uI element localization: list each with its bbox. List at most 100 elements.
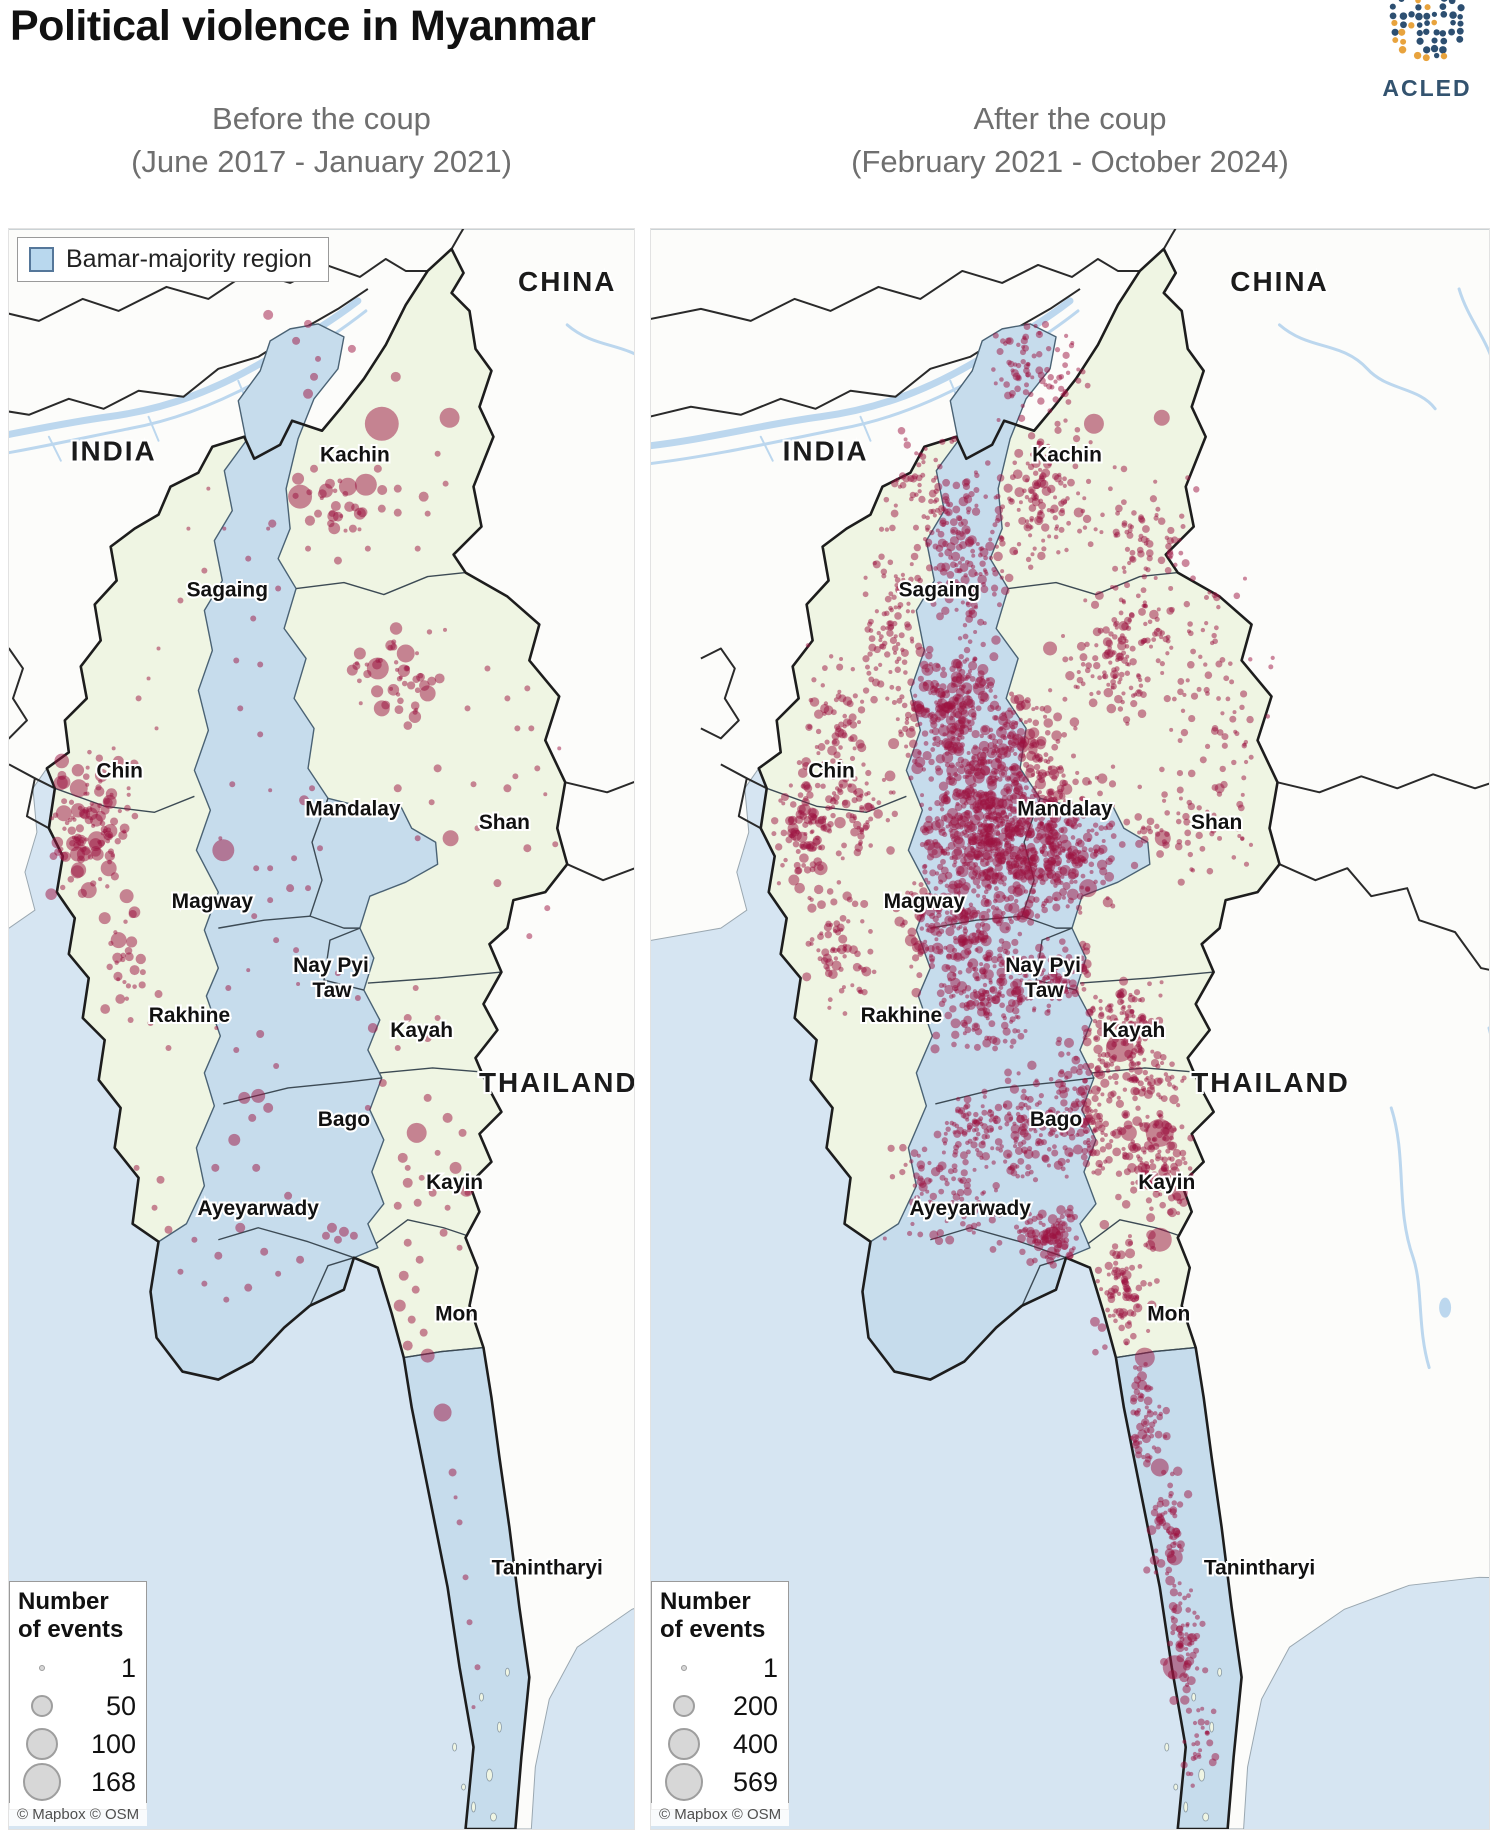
- region-label: Ayeyarwady: [910, 1197, 1032, 1220]
- region-label: Kachin: [320, 444, 390, 467]
- island: [471, 1801, 476, 1813]
- events-legend-row: 100: [18, 1725, 138, 1763]
- region-label: Mandalay: [1017, 797, 1113, 820]
- legend-size-value: 100: [90, 1728, 136, 1759]
- map-labels-layer: CHINA INDIA THAILAND Kachin Sagaing Chin Manda…: [69, 264, 634, 1581]
- subtitle-before-line2: (June 2017 - January 2021): [131, 143, 512, 179]
- island: [1198, 1768, 1206, 1782]
- region-label: Kachin: [1032, 444, 1102, 467]
- bamar-legend-label: Bamar-majority region: [66, 245, 312, 273]
- region-label: Bago: [318, 1108, 370, 1131]
- region-label: Bago: [1030, 1108, 1082, 1131]
- legend-size-value: 1: [762, 1652, 778, 1683]
- events-legend-row: 400: [660, 1725, 780, 1763]
- events-legend-row: 200: [660, 1687, 780, 1725]
- region-label: Kayin: [426, 1171, 483, 1194]
- region-label: Ayeyarwady: [198, 1197, 320, 1220]
- subtitle-after-line1: After the coup: [973, 101, 1167, 136]
- legend-size-value: 400: [732, 1728, 778, 1759]
- map-svg-before[interactable]: CHINA INDIA THAILAND Kachin Sagaing Chin Manda…: [9, 229, 634, 1829]
- legend-size-value: 50: [105, 1690, 136, 1721]
- region-label: Mon: [435, 1303, 478, 1326]
- country-label: CHINA: [518, 266, 616, 297]
- region-label: Kayah: [390, 1019, 453, 1042]
- region-label: Chin: [96, 759, 142, 782]
- region-label: Mandalay: [305, 797, 401, 820]
- region-label: Kayah: [1102, 1019, 1165, 1042]
- country-label: INDIA: [71, 436, 157, 467]
- region-label: Shan: [1191, 811, 1242, 834]
- acled-wordmark: ACLED: [1382, 75, 1472, 101]
- events-legend-row: 1: [660, 1649, 780, 1687]
- region-label: Taw: [1024, 979, 1064, 1002]
- map-labels-layer: CHINA INDIA THAILAND Kachin Sagaing Chin Manda…: [781, 264, 1350, 1581]
- region-label: Sagaing: [899, 579, 980, 602]
- subtitle-before-line1: Before the coup: [212, 101, 431, 136]
- events-legend-row: 50: [18, 1687, 138, 1725]
- region-label: Shan: [479, 811, 530, 834]
- region-label: Magway: [172, 890, 254, 913]
- events-legend-after: Number of events 1 200 400 569: [651, 1581, 789, 1811]
- region-label: Mon: [1147, 1303, 1190, 1326]
- region-label: Tanintharyi: [1204, 1556, 1315, 1579]
- island: [1202, 1812, 1210, 1822]
- map-panel-before[interactable]: CHINA INDIA THAILAND Kachin Sagaing Chin Manda…: [8, 228, 635, 1830]
- legend-size-circle: [39, 1665, 45, 1672]
- events-legend-title-line2: of events: [18, 1615, 124, 1643]
- event-dots-layer: [771, 320, 1275, 1788]
- legend-size-value: 168: [90, 1766, 136, 1797]
- map-panel-after[interactable]: CHINA INDIA THAILAND Kachin Sagaing Chin Manda…: [650, 228, 1490, 1830]
- legend-size-circle: [673, 1695, 695, 1718]
- region-label: Taw: [312, 979, 352, 1002]
- legend-size-value: 569: [732, 1766, 778, 1797]
- page-title: Political violence in Myanmar: [10, 2, 596, 50]
- map-attribution-before[interactable]: © Mapbox © OSM: [9, 1803, 148, 1826]
- country-label: THAILAND: [1191, 1067, 1350, 1098]
- legend-size-value: 200: [732, 1690, 778, 1721]
- legend-size-circle: [668, 1728, 700, 1761]
- acled-logo: ACLED: [1372, 0, 1482, 102]
- events-legend-rows: 1 200 400 569: [660, 1649, 780, 1802]
- region-label: Rakhine: [861, 1004, 942, 1027]
- island: [1183, 1801, 1189, 1813]
- island: [452, 1742, 457, 1752]
- events-legend-row: 1: [18, 1649, 138, 1687]
- island: [505, 1667, 510, 1677]
- island: [1217, 1667, 1223, 1677]
- region-label: Rakhine: [149, 1004, 230, 1027]
- region-label: Nay Pyi: [293, 954, 369, 977]
- island: [1173, 1783, 1179, 1791]
- island: [1191, 1692, 1197, 1702]
- event-dots-layer: [45, 309, 562, 1710]
- map-svg-after[interactable]: CHINA INDIA THAILAND Kachin Sagaing Chin Manda…: [651, 229, 1489, 1829]
- island: [1209, 1721, 1215, 1733]
- events-legend-title-line1: Number: [660, 1588, 751, 1615]
- island: [490, 1812, 497, 1822]
- region-label: Nay Pyi: [1005, 954, 1081, 977]
- acled-globe-icon: [1389, 0, 1465, 62]
- legend-size-value: 1: [120, 1652, 136, 1683]
- events-legend-title-line1: Number: [18, 1588, 109, 1615]
- legend-size-circle: [23, 1763, 61, 1802]
- legend-size-circle: [665, 1763, 703, 1802]
- events-legend-row: 569: [660, 1763, 780, 1802]
- region-label: Kayin: [1138, 1171, 1195, 1194]
- events-legend-rows: 1 50 100 168: [18, 1649, 138, 1802]
- myanmar-layer: [45, 247, 569, 1829]
- legend-size-circle: [31, 1695, 53, 1718]
- region-label: Tanintharyi: [492, 1556, 603, 1579]
- region-label: Sagaing: [187, 579, 268, 602]
- island: [497, 1721, 502, 1733]
- map-attribution-after[interactable]: © Mapbox © OSM: [651, 1803, 790, 1826]
- events-legend-before: Number of events 1 50 100 168: [9, 1581, 147, 1811]
- region-label: Chin: [808, 759, 855, 782]
- events-legend-title-line2: of events: [660, 1615, 766, 1643]
- island: [486, 1768, 493, 1782]
- country-label: INDIA: [783, 436, 869, 467]
- country-label: CHINA: [1230, 266, 1328, 297]
- subtitle-after-line2: (February 2021 - October 2024): [851, 143, 1289, 179]
- island: [461, 1783, 466, 1791]
- events-legend-row: 168: [18, 1763, 138, 1802]
- subtitle-before: Before the coup (June 2017 - January 202…: [8, 98, 635, 184]
